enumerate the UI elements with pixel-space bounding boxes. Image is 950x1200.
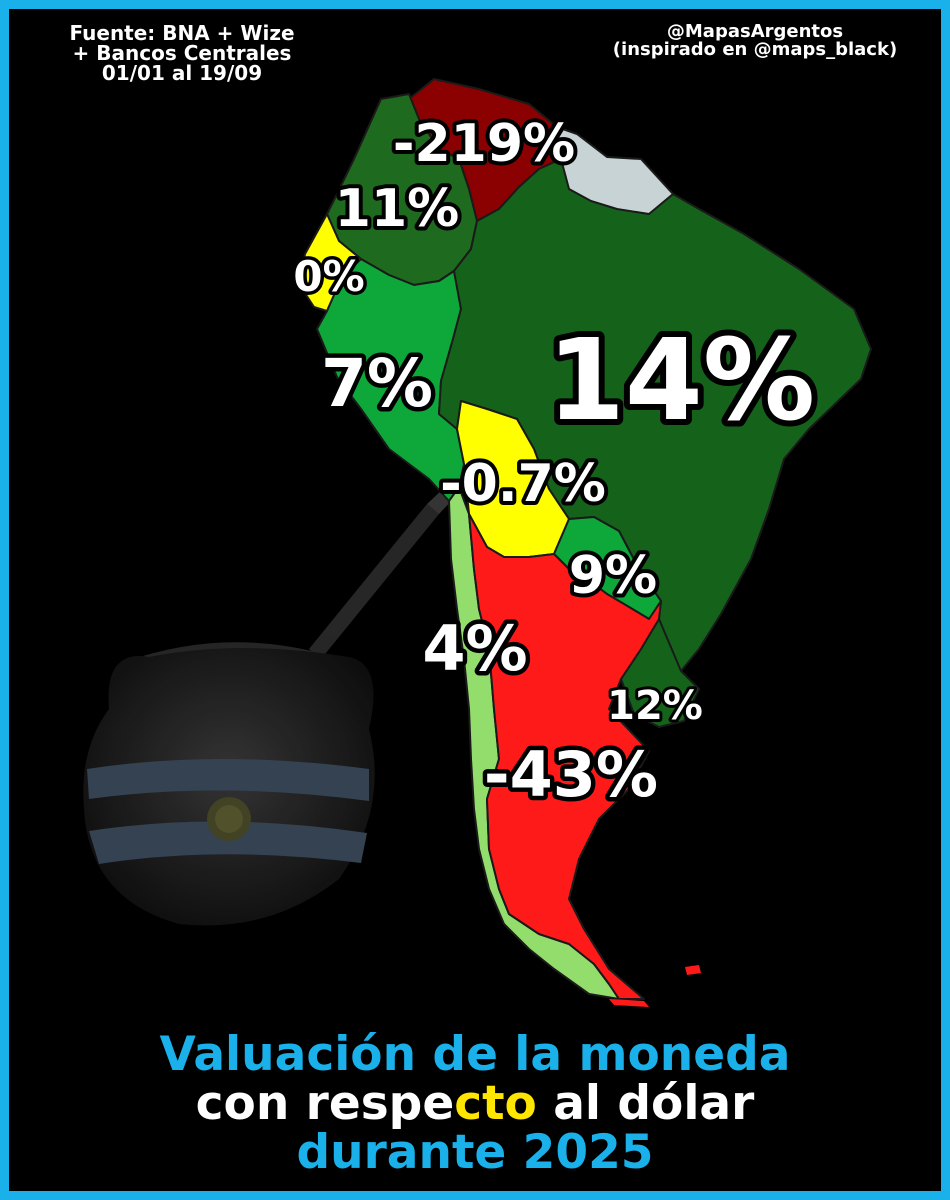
- title-line-1: Valuación de la moneda: [159, 1027, 791, 1082]
- south-america-map: -219%11% 0% 7% 14% -0.7% 9% 4% 12% -43%: [83, 78, 872, 1007]
- source-line: Fuente: BNA + Wize: [69, 21, 295, 45]
- source-credit: Fuente: BNA + Wize + Bancos Centrales 01…: [27, 23, 337, 83]
- country-argentina: [468, 513, 662, 1000]
- title-line-2: con respecto al dólar: [9, 1079, 941, 1129]
- label-ecuador: 0%: [293, 252, 364, 301]
- island-argentina: [609, 999, 649, 1007]
- country-guianas: [556, 126, 674, 215]
- date-range: 01/01 al 19/09: [101, 61, 263, 85]
- title-line-2-part-c: al dólar: [536, 1075, 755, 1131]
- label-argentina: -43%: [484, 738, 658, 811]
- label-bolivia: -0.7%: [440, 454, 606, 514]
- title-line-2-part-a: con respe: [195, 1075, 455, 1131]
- label-paraguay: 9%: [569, 546, 657, 606]
- poster-title: Valuación de la moneda con respecto al d…: [9, 1027, 941, 1180]
- source-line: + Bancos Centrales: [72, 41, 292, 65]
- label-chile: 4%: [422, 612, 527, 685]
- author-handle: @MapasArgentos: [666, 21, 844, 42]
- island-argentina: [685, 965, 701, 975]
- inspiration-credit: (inspirado en @maps_black): [612, 39, 898, 60]
- label-colombia: 11%: [335, 179, 459, 239]
- label-brazil: 14%: [547, 316, 815, 446]
- title-line-2-highlight: cto: [454, 1075, 537, 1131]
- mate-gourd-illustration: [83, 487, 455, 926]
- title-line-3: durante 2025: [296, 1124, 654, 1180]
- label-uruguay: 12%: [607, 683, 703, 729]
- sun-of-may-icon: [207, 797, 251, 841]
- label-peru: 7%: [321, 345, 433, 422]
- label-venezuela: -219%: [393, 114, 575, 174]
- author-credit: @MapasArgentos (inspirado en @maps_black…: [585, 23, 925, 59]
